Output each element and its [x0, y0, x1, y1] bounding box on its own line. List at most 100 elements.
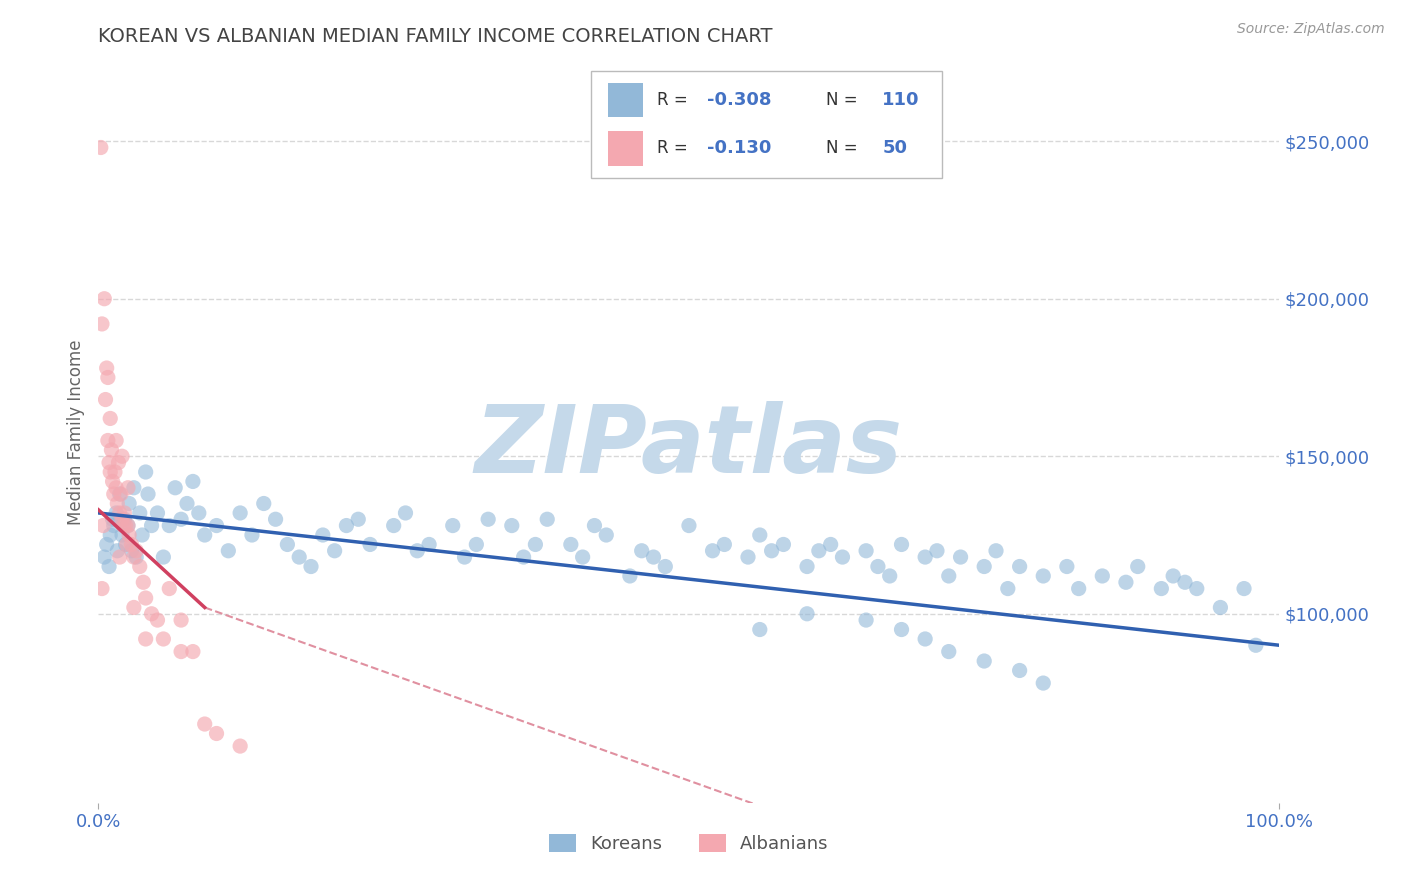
Point [152, 632, 174, 646]
Text: N =: N = [825, 91, 863, 109]
Point [890, 537, 912, 551]
Point [406, 543, 429, 558]
Point [1185, 582, 1208, 596]
Point [91, 317, 114, 331]
Point [441, 518, 464, 533]
Point [418, 537, 440, 551]
Point [1008, 559, 1031, 574]
Point [820, 537, 842, 551]
Point [465, 537, 488, 551]
Text: KOREAN VS ALBANIAN MEDIAN FAMILY INCOME CORRELATION CHART: KOREAN VS ALBANIAN MEDIAN FAMILY INCOME … [98, 27, 773, 45]
Point [831, 550, 853, 565]
Point [105, 506, 128, 520]
Point [973, 559, 995, 574]
Point [1115, 575, 1137, 590]
Point [104, 465, 127, 479]
Y-axis label: Median Family Income: Median Family Income [66, 340, 84, 525]
Point [111, 528, 134, 542]
Point [477, 512, 499, 526]
Point [890, 623, 912, 637]
Point [1174, 575, 1197, 590]
Point [97, 434, 120, 448]
Legend: Koreans, Albanians: Koreans, Albanians [541, 827, 837, 861]
Point [560, 537, 582, 551]
Point [229, 739, 252, 753]
Point [796, 607, 818, 621]
Point [118, 528, 141, 542]
Point [312, 528, 335, 542]
Point [170, 613, 193, 627]
Point [205, 518, 228, 533]
Point [108, 487, 131, 501]
Point [98, 456, 121, 470]
Point [217, 543, 239, 558]
Point [536, 512, 558, 526]
Point [152, 550, 174, 565]
Point [866, 559, 889, 574]
Point [115, 537, 138, 551]
Point [512, 550, 534, 565]
Point [914, 550, 936, 565]
Point [112, 518, 135, 533]
Point [165, 481, 187, 495]
Point [1126, 559, 1149, 574]
Point [501, 518, 523, 533]
Point [984, 543, 1007, 558]
Point [1032, 569, 1054, 583]
Point [264, 512, 287, 526]
Point [110, 487, 132, 501]
Point [253, 496, 276, 510]
Point [128, 506, 150, 520]
Point [101, 475, 124, 489]
Text: R =: R = [657, 91, 693, 109]
Point [122, 600, 145, 615]
Point [761, 543, 783, 558]
Point [807, 543, 830, 558]
Text: R =: R = [657, 139, 693, 157]
Point [118, 496, 141, 510]
Point [1150, 582, 1173, 596]
Point [595, 528, 617, 542]
Text: ZIPatlas: ZIPatlas [475, 401, 903, 493]
Point [135, 591, 157, 605]
Point [98, 465, 121, 479]
Point [394, 506, 416, 520]
Point [146, 506, 169, 520]
FancyBboxPatch shape [591, 71, 942, 178]
Point [96, 361, 118, 376]
Point [96, 537, 118, 551]
Point [1091, 569, 1114, 583]
Point [359, 537, 381, 551]
Point [108, 506, 131, 520]
Point [229, 506, 252, 520]
Point [131, 528, 153, 542]
Point [121, 537, 143, 551]
Point [619, 569, 641, 583]
Point [93, 292, 115, 306]
Point [737, 550, 759, 565]
Point [855, 613, 877, 627]
Point [772, 537, 794, 551]
Text: -0.130: -0.130 [707, 139, 770, 157]
Point [1008, 664, 1031, 678]
Point [713, 537, 735, 551]
Point [347, 512, 370, 526]
Point [855, 543, 877, 558]
Point [925, 543, 948, 558]
Point [117, 518, 139, 533]
Point [108, 550, 131, 565]
Point [100, 442, 122, 457]
Point [112, 512, 135, 526]
Point [323, 543, 346, 558]
Text: N =: N = [825, 139, 863, 157]
Point [141, 607, 163, 621]
Point [111, 449, 134, 463]
Point [678, 518, 700, 533]
Point [105, 496, 128, 510]
Point [1056, 559, 1078, 574]
Point [98, 559, 121, 574]
Point [205, 726, 228, 740]
Point [1161, 569, 1184, 583]
Point [114, 537, 136, 551]
Point [973, 654, 995, 668]
